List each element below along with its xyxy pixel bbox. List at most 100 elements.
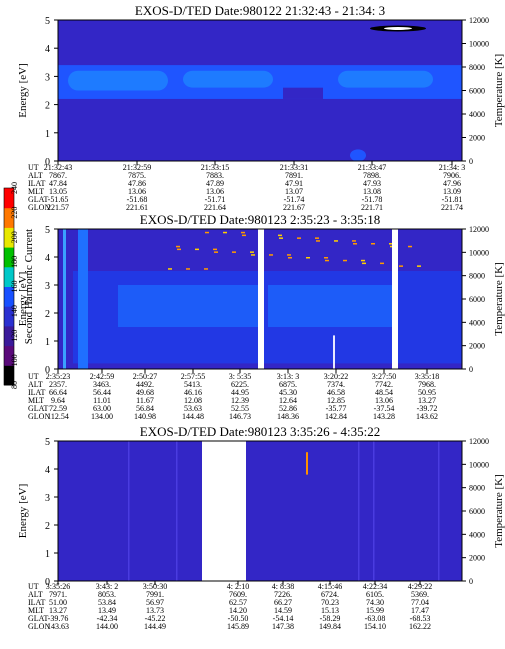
- table-cell: 13.27: [49, 606, 67, 615]
- noise-speck: [380, 262, 384, 265]
- right-tick-label: 8000: [469, 272, 485, 281]
- table-row-label: GLAT: [28, 614, 49, 623]
- spectrogram-panel-1: EXOS-D/TED Date:980122 21:32:43 - 21:34:…: [17, 3, 505, 212]
- table-cell: 7226.: [274, 590, 292, 599]
- table-row-label: ILAT: [28, 388, 45, 397]
- right-tick-label: 8000: [469, 484, 485, 493]
- left-tick-label: 1: [45, 337, 50, 348]
- noise-speck: [250, 251, 254, 253]
- noise-speck: [168, 268, 172, 270]
- colorbar-tick-label: 240: [10, 182, 19, 194]
- noise-speck: [213, 248, 217, 251]
- noise-speck: [278, 234, 282, 237]
- table-cell: 7875.: [128, 171, 146, 180]
- colorbar-segment: [4, 247, 14, 268]
- table-cell: 149.84: [319, 622, 341, 631]
- table-cell: 3:43: 2: [96, 582, 118, 591]
- table-cell: 49.68: [136, 388, 154, 397]
- table-row-label: GLAT: [28, 195, 49, 204]
- noise-speck: [371, 243, 375, 245]
- band-core: [183, 70, 273, 88]
- noise-speck: [177, 248, 181, 251]
- table-cell: 21:32:59: [123, 163, 151, 172]
- left-tick-label: 0: [45, 577, 50, 588]
- spectrogram-background: [58, 441, 462, 581]
- data-gap: [392, 229, 398, 369]
- table-cell: 47.89: [206, 179, 224, 188]
- left-tick-label: 0: [45, 157, 50, 168]
- table-cell: 221.57: [47, 203, 69, 212]
- spectrogram-panel-2: EXOS-D/TED Date:980123 2:35:23 - 3:35:18…: [17, 212, 505, 421]
- table-cell: 47.93: [363, 179, 381, 188]
- noise-speck: [306, 257, 310, 259]
- table-cell: -51.71: [205, 195, 226, 204]
- table-cell: -42.34: [97, 614, 118, 623]
- table-row-label: GLON: [28, 622, 50, 631]
- table-cell: 143.63: [47, 622, 69, 631]
- colorbar-tick-label: 220: [10, 207, 19, 219]
- noise-speck: [362, 262, 366, 265]
- table-row-label: GLAT: [28, 404, 49, 413]
- table-cell: 145.89: [227, 622, 249, 631]
- table-cell: 2:57:55: [181, 372, 205, 381]
- table-cell: 13.09: [443, 187, 461, 196]
- y-axis-label-left: Energy [eV]: [17, 272, 29, 326]
- table-cell: 46.16: [184, 388, 202, 397]
- table-cell: 2357.: [49, 380, 67, 389]
- table-cell: 221.61: [126, 203, 148, 212]
- left-tick-label: 2: [45, 101, 50, 112]
- noise-speck: [279, 237, 283, 239]
- table-cell: 44.95: [231, 388, 249, 397]
- table-cell: 6105.: [366, 590, 384, 599]
- left-tick-label: 1: [45, 129, 50, 140]
- table-cell: 21:33:31: [280, 163, 308, 172]
- right-tick-label: 0: [469, 157, 473, 166]
- left-tick-label: 1: [45, 549, 50, 560]
- enhanced-core: [118, 285, 258, 327]
- table-row-label: ALT: [28, 171, 43, 180]
- y-axis-label-right: Temperature [K]: [493, 262, 505, 335]
- noise-speck: [316, 240, 320, 242]
- table-cell: 3463.: [93, 380, 111, 389]
- left-tick-label: 2: [45, 521, 50, 532]
- table-cell: 13.06: [206, 187, 224, 196]
- colorbar-tick-label: 140: [10, 305, 19, 317]
- left-tick-label: 5: [45, 437, 50, 448]
- colorbar-tick-label: 80: [10, 381, 19, 389]
- table-cell: 21:34: 3: [439, 163, 465, 172]
- table-cell: 21:33:47: [358, 163, 386, 172]
- noise-speck: [343, 259, 347, 262]
- right-tick-label: 6000: [469, 507, 485, 516]
- table-cell: 154.10: [364, 622, 386, 631]
- table-cell: 134.00: [91, 412, 113, 421]
- table-cell: -51.74: [284, 195, 305, 204]
- table-cell: 5369.: [411, 590, 429, 599]
- table-cell: 3:50:30: [143, 582, 167, 591]
- table-cell: 7968.: [418, 380, 436, 389]
- table-cell: 50.95: [418, 388, 436, 397]
- table-cell: 3:35:18: [415, 372, 439, 381]
- table-row-label: MLT: [28, 606, 44, 615]
- vertical-streak: [176, 441, 178, 581]
- colorbar-segment: [4, 286, 14, 307]
- noise-speck: [269, 254, 273, 256]
- low-energy-spot: [350, 149, 366, 162]
- table-cell: 6225.: [231, 380, 249, 389]
- left-tick-label: 5: [45, 225, 50, 236]
- table-cell: 7891.: [285, 171, 303, 180]
- right-tick-label: 2000: [469, 554, 485, 563]
- table-cell: 2:42:59: [90, 372, 114, 381]
- vertical-streak: [128, 441, 130, 581]
- table-cell: 221.67: [283, 203, 305, 212]
- vertical-streak: [333, 335, 335, 369]
- table-cell: 144.48: [182, 412, 204, 421]
- table-cell: -51.81: [442, 195, 463, 204]
- table-cell: 77.04: [411, 598, 429, 607]
- table-cell: 13.06: [128, 187, 146, 196]
- colorbar-segment: [4, 345, 14, 366]
- noise-speck: [352, 240, 356, 242]
- right-tick-label: 12000: [469, 437, 489, 446]
- table-cell: 6724.: [321, 590, 339, 599]
- table-cell: 3:13: 3: [277, 372, 299, 381]
- band-core: [338, 70, 433, 88]
